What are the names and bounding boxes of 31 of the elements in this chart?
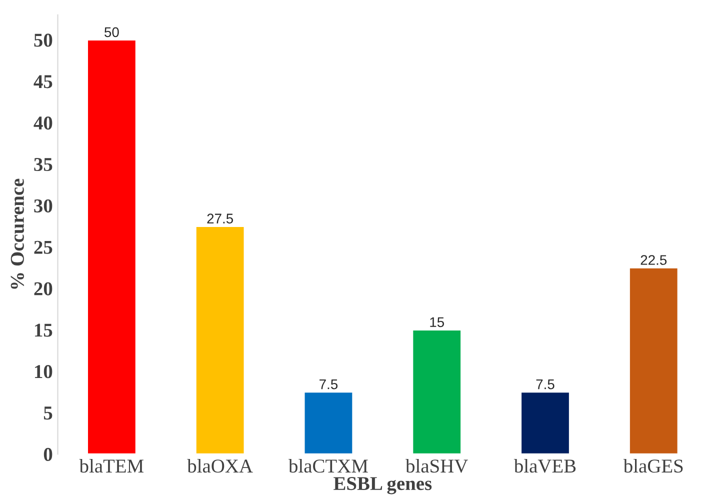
y-tick-label: 35 <box>34 158 52 172</box>
y-tick-label: 25 <box>34 240 52 254</box>
y-tick-label: 40 <box>34 116 52 130</box>
data-label: 22.5 <box>640 255 667 265</box>
y-axis-title: % Occurence <box>10 178 24 289</box>
x-tick-label: blaVEB <box>514 458 576 473</box>
data-label: 27.5 <box>207 214 234 224</box>
data-label: 50 <box>104 27 119 38</box>
y-tick-label: 10 <box>35 365 52 378</box>
y-tick-label: 30 <box>34 199 52 212</box>
x-tick-label: blaOXA <box>187 458 253 473</box>
x-tick-label: blaSHV <box>406 458 468 473</box>
data-label: 15 <box>430 317 444 328</box>
bar <box>303 391 354 454</box>
y-tick-label: 45 <box>34 75 52 88</box>
y-tick-label: 0 <box>44 448 52 462</box>
y-tick-label: 5 <box>44 406 52 420</box>
x-tick-label: blaCTXM <box>288 458 368 473</box>
bar <box>520 391 570 454</box>
y-tick-label: 20 <box>34 282 52 296</box>
bar <box>86 39 137 454</box>
x-tick-label: blaGES <box>623 458 683 473</box>
x-tick-label: blaTEM <box>79 458 144 473</box>
bar <box>628 266 679 454</box>
x-axis-title: ESBL genes <box>334 477 432 494</box>
bar <box>412 329 462 454</box>
data-label: 7.5 <box>536 380 554 390</box>
y-tick-label: 50 <box>34 34 52 47</box>
y-tick-label: 15 <box>35 324 52 337</box>
bar <box>194 226 246 454</box>
data-label: 7.5 <box>320 380 338 390</box>
